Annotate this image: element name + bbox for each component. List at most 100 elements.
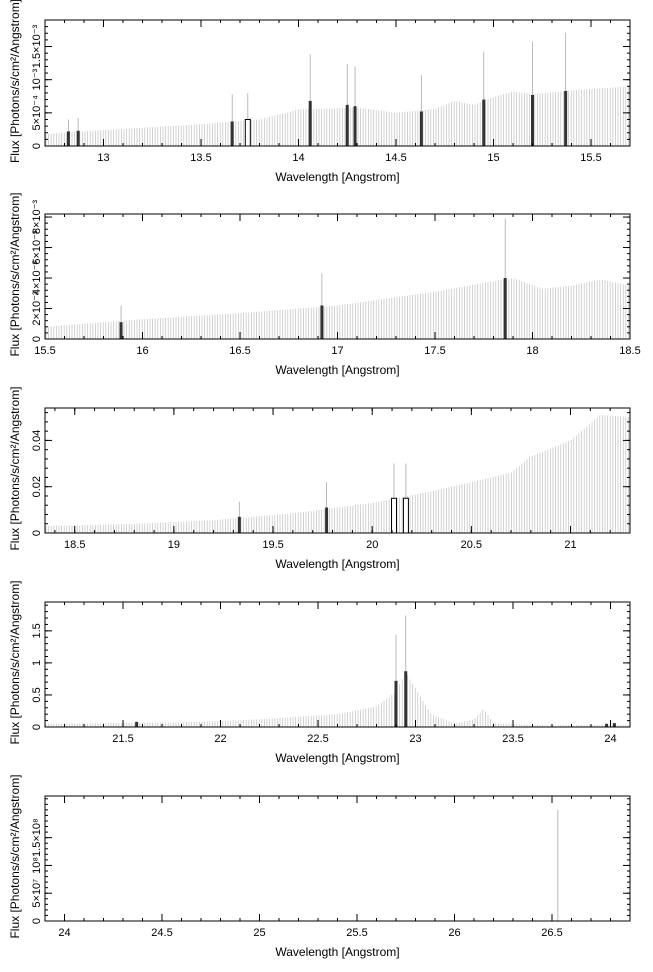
x-tick-label: 13.5: [190, 152, 211, 164]
line-flux-bar: [345, 104, 349, 146]
y-tick-label: 0: [31, 336, 43, 342]
emission-line-1: [237, 501, 241, 533]
x-tick-label: 23.5: [502, 733, 523, 745]
line-flux-bar: [66, 131, 70, 146]
emission-line-3: [230, 94, 234, 146]
line-flux-bar: [394, 680, 398, 727]
x-tick-label: 24: [604, 733, 616, 745]
line-flux-bar: [119, 322, 123, 339]
line-flux-bar: [135, 721, 139, 727]
x-tick-label: 20.5: [461, 539, 482, 551]
line-flux-bar: [325, 507, 329, 533]
plot-frame: [44, 601, 631, 728]
y-tick-label: 0: [31, 530, 43, 536]
line-flux-bar: [76, 130, 80, 146]
continuum-model: [45, 86, 629, 146]
x-tick-label: 15.5: [34, 345, 55, 357]
y-axis-label: Flux [Photons/s/cm²/Angstrom]: [8, 580, 22, 744]
y-tick-label: 0.02: [31, 476, 43, 497]
emission-line-7: [353, 66, 357, 146]
y-tick-label: 5×10⁷: [31, 879, 43, 908]
x-tick-label: 24.5: [151, 927, 172, 939]
y-tick-label: 0: [31, 724, 43, 730]
x-tick-label: 23: [409, 733, 421, 745]
y-tick-label: 10⁸: [31, 857, 43, 874]
x-tick-label: 16: [136, 345, 148, 357]
x-tick-label: 21: [564, 539, 576, 551]
x-axis-label: Wavelength [Angstrom]: [275, 557, 399, 571]
x-tick-label: 24: [58, 927, 70, 939]
emission-line-10: [531, 41, 534, 146]
x-tick-label: 13: [97, 152, 109, 164]
y-tick-label: 1.5: [31, 623, 43, 638]
x-tick-label: 25.5: [346, 927, 367, 939]
x-tick-label: 17.5: [424, 345, 445, 357]
x-tick-label: 15.5: [580, 152, 601, 164]
y-axis-label: Flux [Photons/s/cm²/Angstrom]: [8, 386, 22, 550]
x-tick-label: 14: [292, 152, 304, 164]
x-axis-label: Wavelength [Angstrom]: [275, 945, 399, 959]
x-minor-ticks: [44, 20, 631, 146]
continuum-model: [45, 415, 629, 533]
x-minor-ticks: [44, 796, 631, 921]
y-tick-label: 1.5×10⁸: [31, 818, 43, 857]
x-tick-label: 22: [214, 733, 226, 745]
x-tick-label: 19: [168, 539, 180, 551]
y-tick-label: 4×10⁻³: [31, 261, 43, 296]
x-tick-label: 22.5: [307, 733, 328, 745]
emission-line-2: [320, 273, 324, 339]
y-tick-label: 8×10⁻³: [31, 200, 43, 235]
emission-line-4: [402, 463, 409, 534]
emission-line-2: [76, 118, 80, 146]
x-axis-label: Wavelength [Angstrom]: [275, 363, 399, 377]
line-flux-bar: [503, 278, 507, 339]
emission-line-3: [404, 615, 408, 727]
continuum-model: [45, 674, 629, 727]
y-axis-label: Flux [Photons/s/cm²/Angstrom]: [8, 0, 22, 163]
emission-line-2: [394, 634, 398, 727]
spectrum-panel-3: 18.5 19 19.5 20 20.5 21 0 0.02 0.04 Wavelength [A…: [8, 386, 631, 571]
emission-line-3: [503, 218, 507, 339]
line-flux-bar: [244, 118, 251, 147]
y-tick-label: 2×10⁻³: [31, 291, 43, 326]
line-flux-bar: [353, 106, 357, 146]
emission-line-1: [135, 721, 139, 727]
y-tick-label: 0.5: [31, 687, 43, 702]
x-tick-label: 26.5: [541, 927, 562, 939]
line-flux-bar: [564, 90, 568, 146]
x-tick-label: 18: [526, 345, 538, 357]
emission-line-8: [419, 75, 423, 146]
emission-line-1: [119, 305, 123, 339]
line-flux-bar: [320, 305, 324, 339]
x-axis-label: Wavelength [Angstrom]: [275, 751, 399, 765]
x-tick-label: 20: [366, 539, 378, 551]
emission-line-5: [612, 723, 616, 727]
x-tick-label: 18.5: [64, 539, 85, 551]
x-tick-label: 25: [253, 927, 265, 939]
x-tick-label: 16.5: [229, 345, 250, 357]
continuum-model: [45, 278, 629, 339]
emission-line-5: [308, 54, 312, 146]
y-tick-label: 10⁻³: [31, 69, 43, 91]
x-tick-label: 26: [448, 927, 460, 939]
y-tick-label: 0.04: [31, 430, 43, 451]
x-minor-ticks: [44, 602, 631, 727]
line-flux-bar: [531, 94, 534, 146]
y-axis-label: Flux [Photons/s/cm²/Angstrom]: [8, 774, 22, 938]
emission-line-2: [325, 482, 329, 533]
spectrum-panel-4: 21.5 22 22.5 23 23.5 24 0 0.5 1 1.5 Wavelength [An…: [8, 580, 631, 765]
x-tick-label: 21.5: [112, 733, 133, 745]
line-flux-bar: [391, 497, 398, 534]
line-flux-bar: [404, 671, 408, 727]
emission-line-4: [244, 92, 251, 147]
y-tick-label: 1.5×10⁻³: [31, 24, 43, 68]
emission-line-1: [66, 119, 70, 146]
emission-line-9: [482, 51, 486, 146]
line-flux-bar: [419, 111, 423, 146]
emission-line-4: [605, 723, 609, 727]
y-tick-label: 0: [31, 918, 43, 924]
line-flux-bar: [482, 99, 486, 146]
spectrum-panel-1: 13 13.5 14 14.5 15 15.5 0 5×10⁻⁴ 10⁻³1.5×10⁻³ Wav…: [8, 0, 631, 184]
